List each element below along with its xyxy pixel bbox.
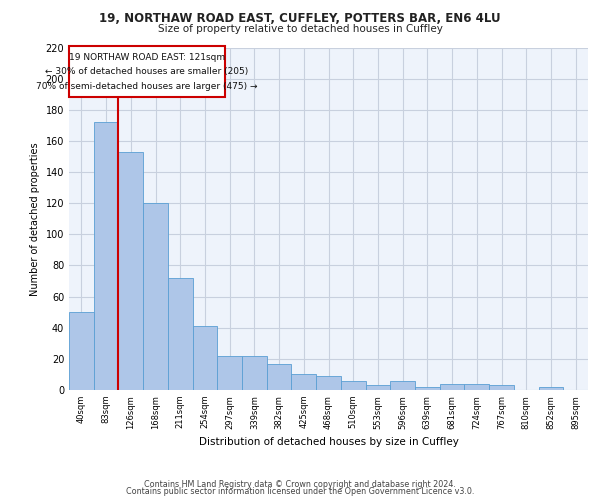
Text: 19 NORTHAW ROAD EAST: 121sqm: 19 NORTHAW ROAD EAST: 121sqm [69,52,225,62]
Bar [242,356,267,390]
Bar [365,386,390,390]
FancyBboxPatch shape [70,46,224,98]
Bar [464,384,489,390]
Bar [94,122,118,390]
Bar [118,152,143,390]
Bar [69,312,94,390]
Y-axis label: Number of detached properties: Number of detached properties [30,142,40,296]
Text: Contains HM Land Registry data © Crown copyright and database right 2024.: Contains HM Land Registry data © Crown c… [144,480,456,489]
Bar [390,380,415,390]
Bar [316,376,341,390]
Bar [415,387,440,390]
Text: 70% of semi-detached houses are larger (475) →: 70% of semi-detached houses are larger (… [37,82,258,90]
Bar [440,384,464,390]
Bar [489,386,514,390]
Bar [292,374,316,390]
Bar [193,326,217,390]
Bar [168,278,193,390]
X-axis label: Distribution of detached houses by size in Cuffley: Distribution of detached houses by size … [199,437,458,447]
Bar [143,203,168,390]
Text: 19, NORTHAW ROAD EAST, CUFFLEY, POTTERS BAR, EN6 4LU: 19, NORTHAW ROAD EAST, CUFFLEY, POTTERS … [99,12,501,26]
Bar [341,380,365,390]
Text: Contains public sector information licensed under the Open Government Licence v3: Contains public sector information licen… [126,487,474,496]
Text: ← 30% of detached houses are smaller (205): ← 30% of detached houses are smaller (20… [46,67,249,76]
Text: Size of property relative to detached houses in Cuffley: Size of property relative to detached ho… [158,24,442,34]
Bar [539,387,563,390]
Bar [267,364,292,390]
Bar [217,356,242,390]
